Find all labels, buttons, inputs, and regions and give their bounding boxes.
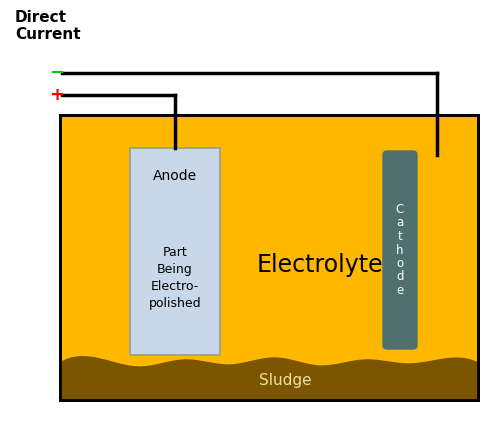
Text: C
a
t
h
o
d
e: C a t h o d e bbox=[396, 203, 404, 297]
Text: Part
Being
Electro-
polished: Part Being Electro- polished bbox=[148, 246, 202, 310]
Text: Direct
Current: Direct Current bbox=[15, 10, 80, 43]
FancyBboxPatch shape bbox=[383, 151, 417, 349]
Text: Electrolyte: Electrolyte bbox=[256, 253, 384, 277]
Text: −: − bbox=[50, 64, 64, 82]
Polygon shape bbox=[60, 357, 478, 400]
Bar bbox=[130, 148, 220, 355]
Bar bbox=[60, 115, 478, 400]
Text: Anode: Anode bbox=[153, 169, 197, 183]
Bar bbox=[60, 115, 478, 400]
Text: Sludge: Sludge bbox=[258, 373, 312, 387]
Text: +: + bbox=[50, 86, 64, 104]
